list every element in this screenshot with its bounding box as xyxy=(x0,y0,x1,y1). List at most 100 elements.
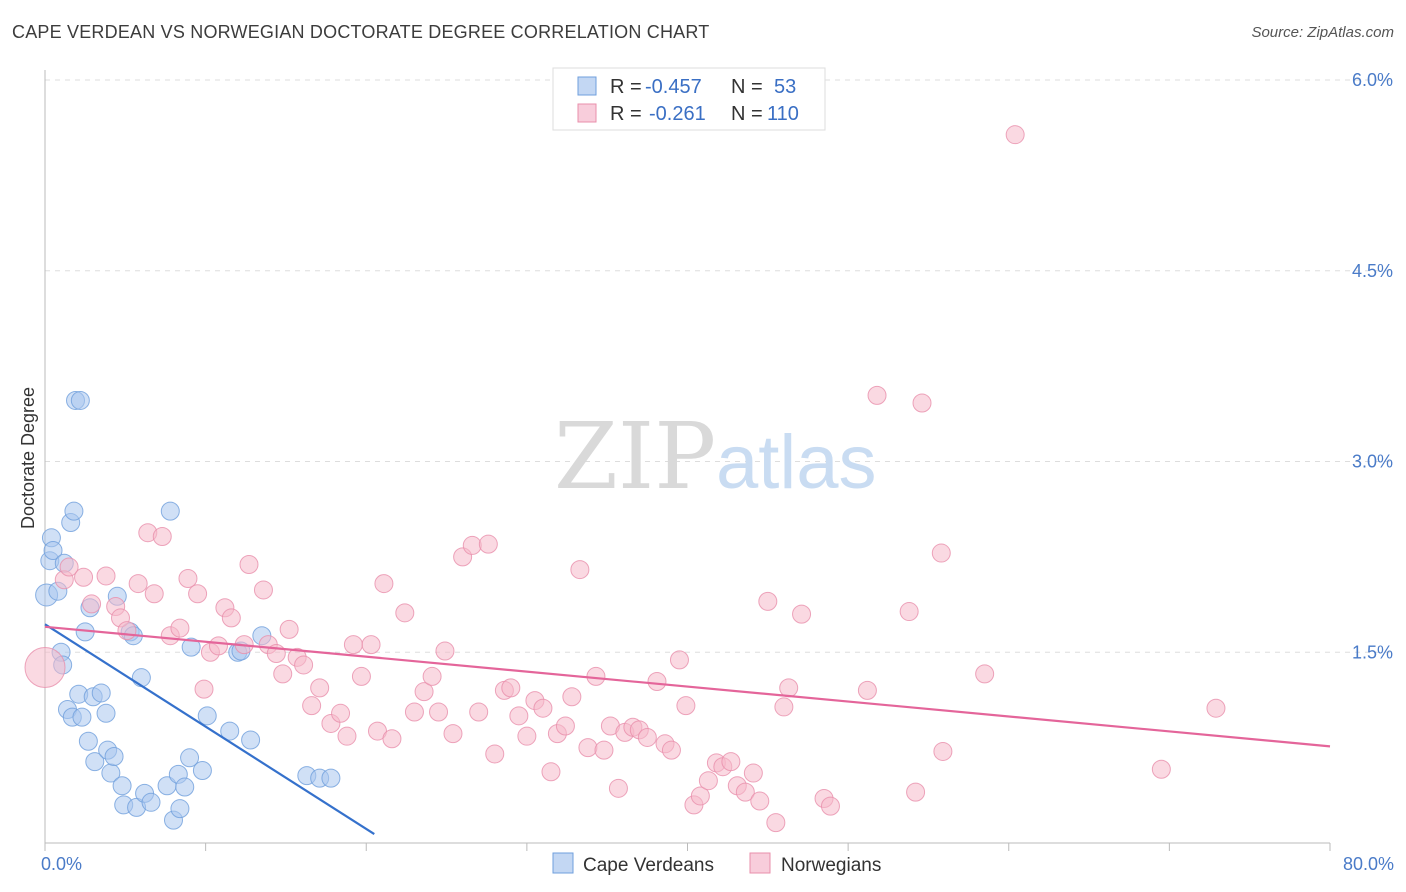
cape-verdean-point-27 xyxy=(112,776,132,796)
cape-verdean-point-48 xyxy=(241,730,261,750)
norwegian-point-42 xyxy=(395,603,415,623)
norwegian-point-101 xyxy=(931,543,951,563)
norwegian-point-27 xyxy=(273,664,293,684)
norwegian-point-76 xyxy=(661,740,681,760)
bottom-legend-swatch-cape-verdeans xyxy=(552,852,574,874)
norwegian-trend-line xyxy=(44,625,1331,748)
norwegian-point-53 xyxy=(485,744,505,764)
norwegian-point-28 xyxy=(279,619,299,639)
norwegian-point-81 xyxy=(698,771,718,791)
legend-r-value-2: -0.261 xyxy=(649,103,706,125)
norwegian-point-15 xyxy=(178,568,198,588)
watermark-atlas: atlas xyxy=(716,420,877,505)
norwegian-point-86 xyxy=(735,782,755,802)
cape-verdean-point-17 xyxy=(78,731,98,751)
norwegian-point-93 xyxy=(792,604,812,624)
norwegian-point-2 xyxy=(59,557,79,577)
norwegian-point-67 xyxy=(594,740,614,760)
norwegian-point-77 xyxy=(669,650,689,670)
norwegian-point-78 xyxy=(676,696,696,716)
legend-r-value-1: -0.457 xyxy=(645,76,702,98)
norwegian-point-80 xyxy=(690,786,710,806)
norwegian-point-19 xyxy=(208,636,228,656)
cape-verdean-point-34 xyxy=(141,792,161,812)
cape-verdean-point-3 xyxy=(43,541,63,561)
cape-verdean-point-40 xyxy=(175,777,195,797)
norwegian-point-52 xyxy=(478,534,498,554)
norwegian-point-23 xyxy=(239,555,259,575)
norwegian-point-46 xyxy=(429,702,449,722)
x-tick-label-0: 0.0% xyxy=(41,854,82,874)
norwegian-point-100 xyxy=(912,393,932,413)
cape-verdean-trend-line xyxy=(44,623,375,836)
norwegian-point-51 xyxy=(469,702,489,722)
norwegian-point-24 xyxy=(253,580,273,600)
norwegian-point-102 xyxy=(933,741,953,761)
cape-verdean-point-15 xyxy=(72,707,92,727)
norwegian-point-35 xyxy=(337,726,357,746)
norwegian-point-106 xyxy=(1206,698,1226,718)
norwegian-point-16 xyxy=(188,584,208,604)
norwegian-point-87 xyxy=(743,763,763,783)
norwegian-point-0 xyxy=(24,647,66,689)
legend-r-label-2: R = xyxy=(610,103,642,125)
norwegian-point-21 xyxy=(221,608,241,628)
norwegian-point-47 xyxy=(435,641,455,661)
watermark: ZIP atlas xyxy=(554,403,877,510)
norwegian-point-95 xyxy=(820,796,840,816)
norwegian-point-64 xyxy=(570,560,590,580)
chart-title: CAPE VERDEAN VS NORWEGIAN DOCTORATE DEGR… xyxy=(12,22,710,42)
norwegian-point-43 xyxy=(404,702,424,722)
legend-n-label-2: N = xyxy=(731,103,763,125)
norwegian-point-62 xyxy=(555,716,575,736)
cape-verdean-point-32 xyxy=(131,668,151,688)
ticks-layer: 1.5% 3.0% 4.5% 6.0% 0.0% 80.0% xyxy=(41,70,1394,874)
norwegian-point-84 xyxy=(721,752,741,772)
norwegian-point-74 xyxy=(647,671,667,691)
cape-verdean-point-10 xyxy=(64,501,84,521)
norwegian-point-37 xyxy=(351,666,371,686)
norwegian-point-105 xyxy=(1151,759,1171,779)
norwegian-point-90 xyxy=(766,813,786,833)
cape-verdean-point-52 xyxy=(321,768,341,788)
bottom-legend-cape-verdeans: Cape Verdeans xyxy=(583,855,714,876)
norwegian-point-17 xyxy=(194,679,214,699)
norwegian-point-3 xyxy=(74,567,94,587)
norwegian-point-57 xyxy=(517,726,537,746)
y-tick-label-3: 6.0% xyxy=(1352,70,1393,90)
bottom-legend-norwegians: Norwegians xyxy=(781,855,881,876)
norwegian-point-91 xyxy=(774,697,794,717)
norwegian-point-38 xyxy=(361,635,381,655)
y-tick-label-1: 3.0% xyxy=(1352,452,1393,472)
y-axis-title: Doctorate Degree xyxy=(18,387,38,529)
watermark-zip: ZIP xyxy=(554,403,716,510)
norwegian-point-63 xyxy=(562,687,582,707)
cape-verdean-point-45 xyxy=(220,721,240,741)
norwegian-point-11 xyxy=(144,584,164,604)
norwegian-point-50 xyxy=(462,535,482,555)
legend-r-label-1: R = xyxy=(610,76,642,98)
norwegian-point-4 xyxy=(82,594,102,614)
norwegian-point-92 xyxy=(779,678,799,698)
y-tick-label-2: 4.5% xyxy=(1352,261,1393,281)
cape-verdean-point-22 xyxy=(96,703,116,723)
norwegian-point-73 xyxy=(637,727,657,747)
trend-layer xyxy=(44,623,1331,836)
cape-verdean-point-41 xyxy=(180,748,200,768)
norwegian-point-9 xyxy=(128,574,148,594)
norwegian-point-30 xyxy=(294,655,314,675)
legend-n-label-1: N = xyxy=(731,76,763,98)
cape-verdean-point-25 xyxy=(104,747,124,767)
norwegian-point-45 xyxy=(422,666,442,686)
cape-verdean-point-39 xyxy=(170,799,190,819)
norwegian-point-104 xyxy=(1005,125,1025,145)
legend-n-value-1: 53 xyxy=(774,76,796,98)
stats-legend: R = -0.457 N = 53 R = -0.261 N = 110 xyxy=(552,67,826,131)
norwegian-point-14 xyxy=(170,618,190,638)
norwegian-point-69 xyxy=(608,778,628,798)
x-tick-label-1: 80.0% xyxy=(1343,854,1394,874)
cape-verdean-point-13 xyxy=(70,390,90,410)
norwegian-point-65 xyxy=(578,738,598,758)
cape-verdean-point-44 xyxy=(197,706,217,726)
